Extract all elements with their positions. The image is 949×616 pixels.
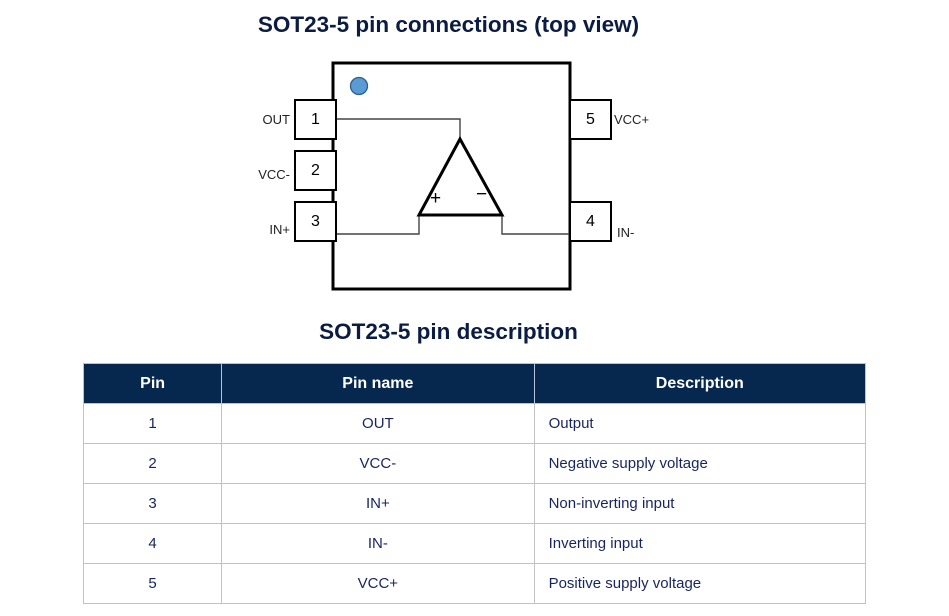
svg-text:+: +	[430, 188, 441, 209]
svg-text:−: −	[476, 184, 487, 205]
